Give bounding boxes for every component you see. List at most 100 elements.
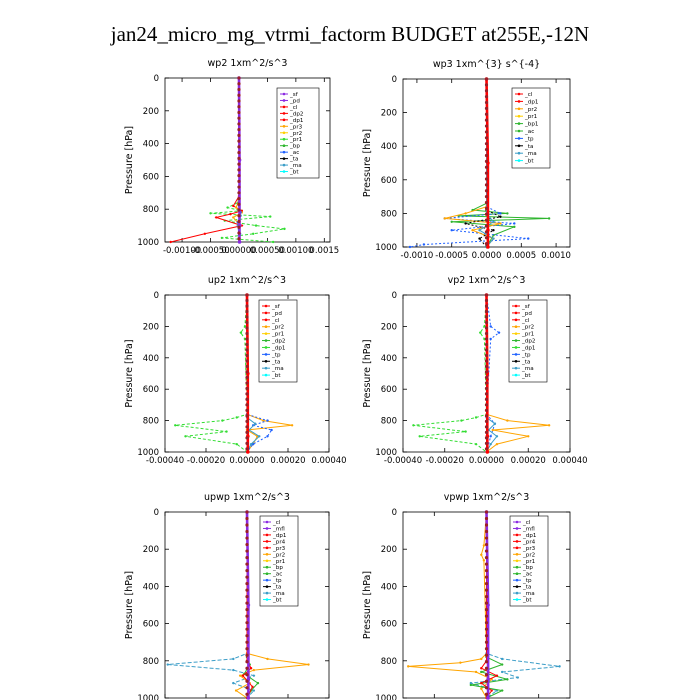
legend-label: _pr2 [522, 552, 535, 558]
zero-line-marker [237, 76, 241, 80]
zero-line-marker [245, 660, 249, 664]
zero-line-marker [245, 304, 249, 308]
data-point [483, 337, 486, 341]
legend-marker [517, 100, 521, 103]
zero-line-marker [237, 145, 241, 149]
data-point [220, 236, 224, 240]
legend-marker [282, 118, 286, 122]
panel-wp2: wp2 1xm^2/s^3 Pressure [hPa] 0 200 400 600 800… [124, 58, 339, 256]
y-tick-label: 400 [143, 354, 159, 364]
legend-marker [265, 540, 269, 543]
y-tick-label: 200 [143, 322, 159, 332]
panel-title: upwp 1xm^2/s^3 [204, 492, 290, 503]
data-point [418, 435, 421, 438]
data-point [489, 337, 492, 341]
zero-line-marker [484, 381, 489, 385]
zero-line-marker [484, 436, 489, 440]
panel-title: vpwp 1xm^2/s^3 [444, 492, 530, 503]
zero-line-marker [484, 342, 489, 347]
zero-line-marker [245, 595, 249, 599]
data-point [464, 430, 467, 433]
data-point [500, 663, 504, 666]
zero-line-marker [237, 179, 241, 183]
legend-label: _ta [524, 144, 533, 150]
data-point [513, 222, 516, 225]
legend-marker [282, 170, 286, 173]
data-point [252, 674, 256, 677]
data-point [513, 225, 516, 229]
zero-line-marker [484, 212, 489, 216]
x-tick-label: 0.00050 [250, 246, 285, 256]
zero-line-marker [484, 195, 489, 199]
zero-line-marker [484, 309, 489, 314]
legend-marker [517, 151, 521, 155]
data-point [495, 442, 499, 446]
data-point [479, 331, 482, 334]
y-tick-label: 200 [381, 545, 397, 555]
zero-line-marker [484, 130, 489, 134]
zero-line-marker [237, 122, 241, 126]
data-point [558, 665, 561, 668]
y-tick-label: 800 [381, 417, 397, 427]
legend-marker [515, 527, 519, 530]
data-point [506, 212, 509, 215]
legend-marker [514, 311, 518, 315]
legend-label: _ac [289, 150, 299, 156]
zero-line-marker [484, 692, 489, 696]
x-tick-label: 0.00000 [221, 246, 256, 256]
legend-marker [282, 112, 286, 115]
y-tick-label: 600 [381, 176, 397, 186]
legend-label: _dp2 [521, 339, 535, 345]
zero-line-marker [484, 315, 489, 319]
zero-line-marker [245, 331, 249, 336]
zero-line-marker [484, 370, 489, 374]
x-tick-label: -0.00040 [384, 456, 422, 466]
y-tick-label: 400 [381, 354, 397, 364]
zero-line-marker [484, 549, 489, 553]
y-tick-label: 800 [143, 417, 159, 427]
y-tick-label: 200 [381, 322, 397, 332]
data-point [499, 212, 502, 215]
legend-marker [282, 92, 286, 96]
legend-marker [514, 339, 518, 342]
legend-marker [264, 325, 268, 329]
zero-line-marker [484, 686, 489, 690]
data-point [229, 212, 232, 216]
zero-line-marker [484, 621, 489, 625]
zero-line-marker [237, 168, 241, 172]
legend-label: _ma [522, 591, 535, 597]
legend-marker [517, 129, 521, 133]
data-point [527, 435, 530, 438]
legend-marker [265, 578, 269, 582]
y-tick-label: 1000 [137, 448, 159, 458]
zero-line-marker [237, 225, 241, 229]
zero-line-marker [484, 353, 489, 358]
zero-line-marker [484, 634, 489, 638]
zero-line-marker [245, 386, 249, 391]
legend-label: _ma [272, 591, 285, 597]
x-tick-label: -0.0005 [435, 251, 468, 261]
zero-line-marker [484, 595, 489, 599]
zero-line-marker [245, 315, 249, 319]
y-tick-label: 600 [143, 172, 159, 182]
legend-label: _pr1 [272, 559, 286, 565]
data-point [235, 442, 238, 446]
zero-line-marker [484, 425, 489, 429]
zero-line-marker [237, 151, 241, 155]
zero-line-marker [245, 529, 249, 534]
data-point [489, 442, 492, 446]
legend-label: _pr1 [289, 137, 303, 143]
zero-line-marker [245, 342, 249, 347]
zero-line-marker [484, 242, 489, 246]
data-point [491, 428, 494, 432]
plot-frame [164, 77, 331, 243]
legend-marker [264, 353, 268, 356]
data-point [203, 232, 207, 235]
data-point [283, 227, 286, 231]
legend-marker [515, 578, 519, 582]
x-tick-label: -0.00040 [146, 456, 184, 466]
zero-line-marker [484, 542, 489, 547]
legend-label: _bt [289, 170, 299, 176]
data-point [480, 667, 483, 670]
data-point [235, 416, 238, 419]
